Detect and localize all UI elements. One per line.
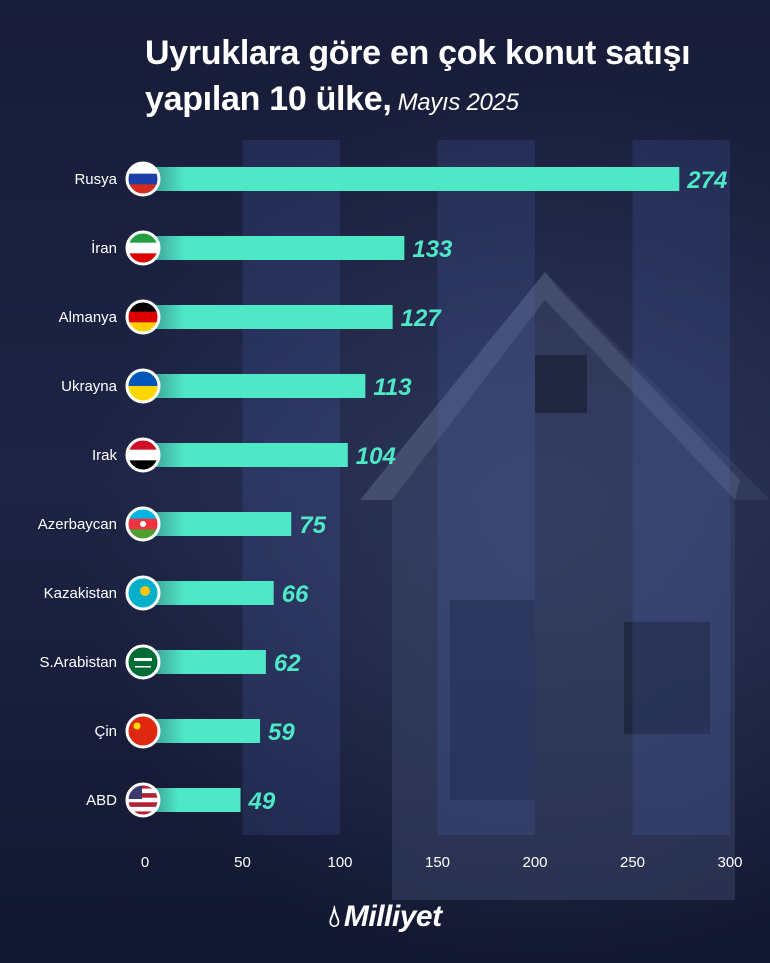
x-axis-ticks: 0 50 100 150 200 250 300 xyxy=(141,854,743,871)
x-tick-label: 0 xyxy=(141,854,149,871)
x-tick-label: 100 xyxy=(327,854,352,871)
bar xyxy=(145,236,405,260)
column-stripe xyxy=(437,140,535,835)
kazakhstan-flag-icon xyxy=(125,575,161,611)
category-label: Azerbaycan xyxy=(38,516,117,533)
china-flag-icon xyxy=(125,713,161,749)
category-label: İran xyxy=(91,239,117,257)
column-stripe xyxy=(632,140,730,835)
category-label: S.Arabistan xyxy=(39,654,117,671)
value-label: 133 xyxy=(412,236,453,263)
x-tick-label: 200 xyxy=(522,854,547,871)
bar-chart: Rusya 274 İran 133 Almanya 127 Ukrayna 113 Irak 1… xyxy=(38,140,743,871)
bar xyxy=(145,443,348,467)
category-label: Ukrayna xyxy=(61,378,118,395)
ukraine-flag-icon xyxy=(125,368,161,404)
bar xyxy=(145,650,266,674)
x-tick-label: 50 xyxy=(234,854,251,871)
value-label: 113 xyxy=(373,374,412,401)
bar xyxy=(145,719,261,743)
category-label: Kazakistan xyxy=(44,585,117,602)
value-label: 49 xyxy=(248,788,276,815)
category-label: Almanya xyxy=(59,309,118,326)
usa-flag-icon xyxy=(125,782,161,818)
bar xyxy=(145,167,680,191)
category-label: ABD xyxy=(86,792,117,809)
iraq-flag-icon xyxy=(125,437,161,473)
chart-title: Uyruklara göre en çok konut satışı yapıl… xyxy=(145,30,755,126)
category-label: Irak xyxy=(92,447,118,464)
bar xyxy=(145,305,393,329)
category-label: Rusya xyxy=(74,171,117,188)
title-text: Uyruklara göre en çok konut satışı yapıl… xyxy=(145,34,691,118)
value-label: 66 xyxy=(282,581,309,608)
bar xyxy=(145,374,366,398)
germany-flag-icon xyxy=(125,299,161,335)
flame-drop-icon: 💧︎ xyxy=(328,900,340,933)
chart-subtitle: Mayıs 2025 xyxy=(397,89,519,116)
brand-logo: 💧︎ Milliyet xyxy=(0,900,770,934)
x-tick-label: 300 xyxy=(717,854,742,871)
value-label: 62 xyxy=(274,650,301,677)
brand-name: Milliyet xyxy=(343,900,442,933)
value-label: 104 xyxy=(356,443,396,470)
iran-flag-icon xyxy=(125,230,161,266)
value-label: 59 xyxy=(268,719,295,746)
category-label: Çin xyxy=(94,723,117,740)
azerbaijan-flag-icon xyxy=(125,506,161,542)
bar xyxy=(145,788,241,812)
value-label: 127 xyxy=(401,305,443,332)
x-tick-label: 250 xyxy=(620,854,645,871)
bar xyxy=(145,581,274,605)
bar xyxy=(145,512,292,536)
value-label: 274 xyxy=(686,167,727,194)
bars-group: Rusya 274 İran 133 Almanya 127 Ukrayna 113 Irak 1… xyxy=(38,161,727,818)
value-label: 75 xyxy=(299,512,326,539)
x-tick-label: 150 xyxy=(425,854,450,871)
russia-flag-icon xyxy=(125,161,161,197)
saudi-arabia-flag-icon xyxy=(125,644,161,680)
